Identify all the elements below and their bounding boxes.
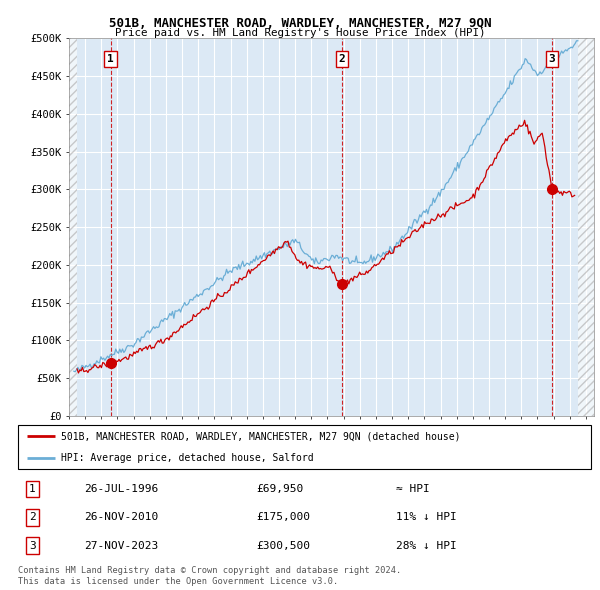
FancyBboxPatch shape (18, 425, 591, 469)
Text: 501B, MANCHESTER ROAD, WARDLEY, MANCHESTER, M27 9QN (detached house): 501B, MANCHESTER ROAD, WARDLEY, MANCHEST… (61, 431, 460, 441)
Text: 501B, MANCHESTER ROAD, WARDLEY, MANCHESTER, M27 9QN: 501B, MANCHESTER ROAD, WARDLEY, MANCHEST… (109, 17, 491, 30)
Text: 26-JUL-1996: 26-JUL-1996 (84, 484, 158, 494)
Text: Contains HM Land Registry data © Crown copyright and database right 2024.: Contains HM Land Registry data © Crown c… (18, 566, 401, 575)
Text: This data is licensed under the Open Government Licence v3.0.: This data is licensed under the Open Gov… (18, 577, 338, 586)
Text: 27-NOV-2023: 27-NOV-2023 (84, 540, 158, 550)
Text: 1: 1 (107, 54, 114, 64)
Text: ≈ HPI: ≈ HPI (396, 484, 430, 494)
Text: 3: 3 (29, 540, 36, 550)
Text: 1: 1 (29, 484, 36, 494)
Polygon shape (69, 38, 77, 416)
Text: HPI: Average price, detached house, Salford: HPI: Average price, detached house, Salf… (61, 454, 314, 463)
Text: Price paid vs. HM Land Registry's House Price Index (HPI): Price paid vs. HM Land Registry's House … (115, 28, 485, 38)
Text: 11% ↓ HPI: 11% ↓ HPI (396, 512, 457, 522)
Text: 2: 2 (29, 512, 36, 522)
Text: 2: 2 (338, 54, 346, 64)
Text: £300,500: £300,500 (256, 540, 310, 550)
Text: 26-NOV-2010: 26-NOV-2010 (84, 512, 158, 522)
Polygon shape (578, 38, 594, 416)
Text: £69,950: £69,950 (256, 484, 303, 494)
Text: 28% ↓ HPI: 28% ↓ HPI (396, 540, 457, 550)
Text: £175,000: £175,000 (256, 512, 310, 522)
Text: 3: 3 (548, 54, 556, 64)
